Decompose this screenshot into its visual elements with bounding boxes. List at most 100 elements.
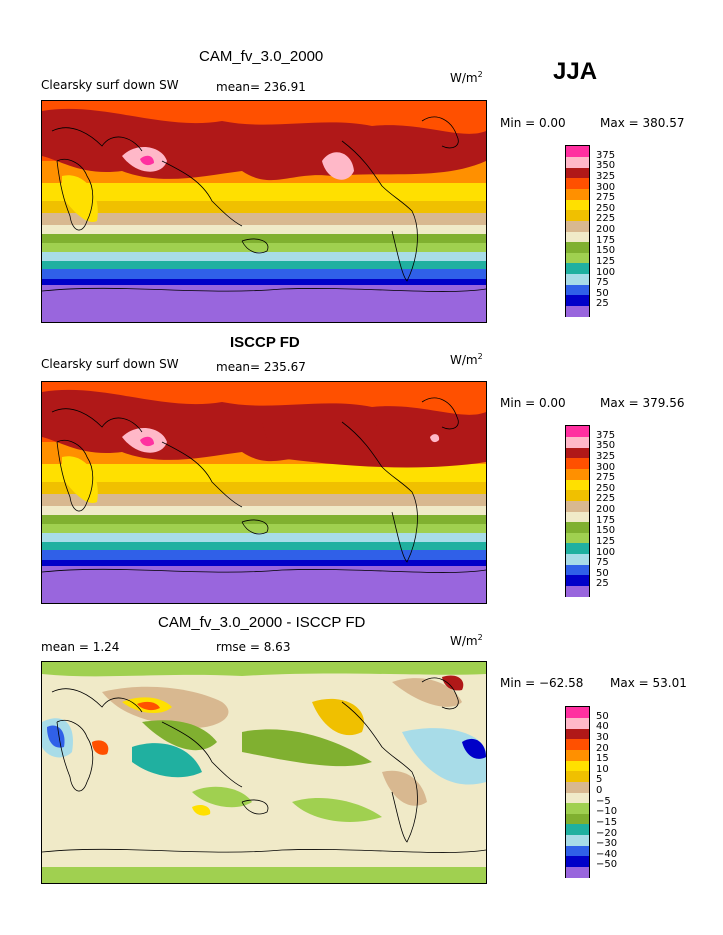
colorbar-tick-label: 225 <box>596 213 616 225</box>
contour-band <box>42 464 486 482</box>
colorbar-swatch <box>566 468 589 480</box>
colorbar-tick-label: 100 <box>596 266 616 278</box>
colorbar-tick-label: 30 <box>596 731 609 743</box>
panel-3-map <box>41 661 487 884</box>
panel-2-max: Max = 379.56 <box>600 396 685 410</box>
colorbar-tick-label: 50 <box>596 567 609 579</box>
coastline <box>421 677 459 710</box>
colorbar-tick-label: 150 <box>596 245 616 257</box>
coastline <box>341 421 418 563</box>
colorbar-swatch <box>566 585 589 597</box>
coastline <box>161 721 269 815</box>
colorbar-swatch <box>566 770 589 782</box>
difference-region <box>292 797 382 822</box>
panel-1-map <box>41 100 487 323</box>
panel-3-map-svg <box>42 662 486 883</box>
colorbar-swatch <box>566 707 589 719</box>
panel-1-units: W/m2 <box>450 70 483 85</box>
contour-band <box>42 101 486 113</box>
contour-band <box>42 269 486 279</box>
colorbar-swatch <box>566 792 589 804</box>
difference-region <box>312 698 364 736</box>
colorbar-swatch <box>566 845 589 857</box>
panel-1-max: Max = 380.57 <box>600 116 685 130</box>
panel-3-units: W/m2 <box>450 633 483 648</box>
panel-1-mean: mean= 236.91 <box>216 80 306 94</box>
colorbar-swatch <box>566 156 589 168</box>
contour-band <box>42 542 486 550</box>
colorbar-swatch <box>566 564 589 576</box>
colorbar-swatch <box>566 457 589 469</box>
panel-3-mean: mean = 1.24 <box>41 640 120 654</box>
difference-region <box>137 701 160 711</box>
colorbar-swatch <box>566 188 589 200</box>
contour-band <box>42 382 486 394</box>
land-region <box>62 456 98 503</box>
colorbar-tick-label: 175 <box>596 514 616 526</box>
colorbar-swatch <box>566 760 589 772</box>
coastline <box>421 116 459 149</box>
colorbar-tick-label: 25 <box>596 578 609 590</box>
colorbar-tick-label: 375 <box>596 429 616 441</box>
panel-2-min: Min = 0.00 <box>500 396 566 410</box>
peak-region <box>140 155 154 166</box>
colorbar-tick-label: 100 <box>596 546 616 558</box>
contour-band <box>42 261 486 269</box>
panel-1-colorbar: 375 350 325 300 275 250 225 200 175 150 125 100 75 50… <box>565 145 615 317</box>
colorbar-tick-label: 75 <box>596 277 609 289</box>
colorbar-swatch <box>566 305 589 317</box>
colorbar-swatch <box>566 834 589 846</box>
difference-region <box>242 729 372 767</box>
colorbar-swatch <box>566 813 589 825</box>
colorbar-tick-label: 375 <box>596 149 616 161</box>
colorbar-tick-label: 325 <box>596 170 616 182</box>
colorbar-swatch <box>566 447 589 459</box>
colorbar-tick-label: 25 <box>596 298 609 310</box>
colorbar-tick-label: 175 <box>596 234 616 246</box>
colorbar-swatch <box>566 252 589 264</box>
colorbar-tick-label: 350 <box>596 160 616 172</box>
contour-band <box>42 252 486 261</box>
coastline <box>51 408 143 512</box>
coastline <box>341 701 418 843</box>
difference-region <box>382 770 427 806</box>
contour-band <box>42 506 486 515</box>
colorbar-swatch <box>566 294 589 306</box>
colorbar-swatch <box>566 749 589 761</box>
panel-2-colorbar: 375 350 325 300 275 250 225 200 175 150 125 100 75 50… <box>565 425 615 597</box>
colorbar-tick-label: 150 <box>596 525 616 537</box>
panel-3-min: Min = −62.58 <box>500 676 584 690</box>
colorbar-swatch <box>566 511 589 523</box>
panel-1-variable-label: Clearsky surf down SW <box>41 78 179 92</box>
coastline <box>161 160 269 254</box>
colorbar-swatch <box>566 231 589 243</box>
colorbar-swatch <box>566 521 589 533</box>
colorbar-swatch <box>566 532 589 544</box>
colorbar-tick-label: 40 <box>596 721 609 733</box>
colorbar-swatch <box>566 500 589 512</box>
colorbar-swatch <box>566 177 589 189</box>
coastline <box>42 848 486 853</box>
peak-region <box>140 436 154 447</box>
colorbar-tick-label: 200 <box>596 224 616 235</box>
colorbar-swatch <box>566 802 589 814</box>
colorbar-swatch <box>566 479 589 491</box>
panel-3-title: CAM_fv_3.0_2000 - ISCCP FD <box>158 614 366 631</box>
colorbar-swatch <box>566 866 589 878</box>
difference-region <box>92 740 109 755</box>
contour-band <box>42 482 486 494</box>
contour-band <box>42 225 486 234</box>
coastline <box>51 688 143 792</box>
coastline <box>341 140 418 282</box>
coastline <box>42 287 486 292</box>
coastline <box>421 397 459 430</box>
contour-band <box>42 201 486 213</box>
colorbar-tick-label: 250 <box>596 202 616 214</box>
colorbar-tick-label: 125 <box>596 255 616 267</box>
colorbar-swatch <box>566 167 589 179</box>
colorbar-swatch <box>566 823 589 835</box>
contour-band <box>42 213 486 225</box>
difference-region <box>442 675 464 691</box>
panel-2-map-svg <box>42 382 486 603</box>
colorbar-tick-label: 300 <box>596 181 616 193</box>
